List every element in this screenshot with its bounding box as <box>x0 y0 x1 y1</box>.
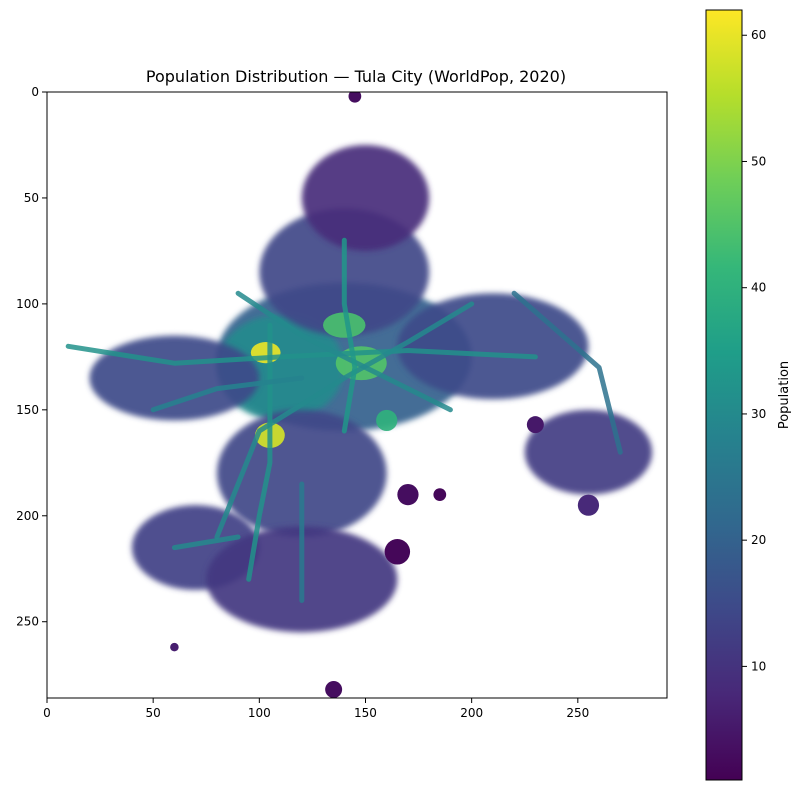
heatmap-road-4 <box>341 237 358 434</box>
heatmap-road-6 <box>150 375 305 413</box>
x-tick-label: 150 <box>354 706 377 720</box>
colorbar-tick-label: 50 <box>751 154 766 168</box>
colorbar-tick-label: 40 <box>751 281 766 295</box>
colorbar-gradient <box>705 9 743 781</box>
heatmap-road-1 <box>65 343 538 366</box>
y-tick-label: 100 <box>16 297 39 311</box>
heatmap-road-9 <box>171 534 241 551</box>
heatmap-speckle-5 <box>433 488 447 501</box>
heatmap-speckle-1 <box>325 681 343 698</box>
colorbar-tick-label: 60 <box>751 28 766 42</box>
heatmap-speckle-3 <box>384 539 411 565</box>
heatmap-road-5 <box>246 322 273 582</box>
heatmap-region-hotspot-5 <box>376 409 398 432</box>
y-tick-label: 200 <box>16 509 39 523</box>
y-axis: 0 50 100 150 200 250 <box>16 85 47 629</box>
heatmap-region-east-belt <box>397 293 589 400</box>
x-tick-label: 50 <box>146 706 161 720</box>
heatmap-cells <box>65 92 653 698</box>
x-tick-label: 100 <box>248 706 271 720</box>
x-axis: 0 50 100 150 200 250 <box>43 698 589 720</box>
y-tick-label: 150 <box>16 403 39 417</box>
y-tick-label: 0 <box>31 85 39 99</box>
heatmap-speckle-4 <box>397 483 419 506</box>
heatmap-speckle-2 <box>170 642 179 652</box>
colorbar-tick-label: 20 <box>751 533 766 547</box>
x-tick-label: 250 <box>566 706 589 720</box>
heatmap-region-north-fringe <box>301 144 430 251</box>
colorbar-tick-label: 10 <box>751 659 766 673</box>
heatmap-region-hotspot-4 <box>323 312 366 338</box>
y-tick-label: 250 <box>16 615 39 629</box>
heatmap-road-3 <box>214 301 475 540</box>
plot-frame <box>46 91 668 699</box>
chart-title: Population Distribution — Tula City (Wor… <box>146 67 566 86</box>
heatmap-speckle-8 <box>348 92 362 103</box>
colorbar-tick-label: 30 <box>751 407 766 421</box>
colorbar-label: Population <box>777 361 792 429</box>
heatmap-speckle-6 <box>577 494 600 516</box>
heatmap-road-8 <box>511 290 623 455</box>
heatmap-region-west-belt <box>89 335 260 421</box>
colorbar-ticks: 10 20 30 40 50 60 <box>742 28 766 673</box>
heatmap-road-2 <box>235 290 453 413</box>
y-tick-label: 50 <box>24 191 39 205</box>
x-tick-label: 0 <box>43 706 51 720</box>
heatmap-plot-area <box>46 91 668 699</box>
heatmap-region-south-east-lobe <box>524 409 653 495</box>
heatmap-speckle-7 <box>526 416 544 434</box>
colorbar: 10 20 30 40 50 60 Population <box>705 9 792 781</box>
x-tick-label: 200 <box>460 706 483 720</box>
